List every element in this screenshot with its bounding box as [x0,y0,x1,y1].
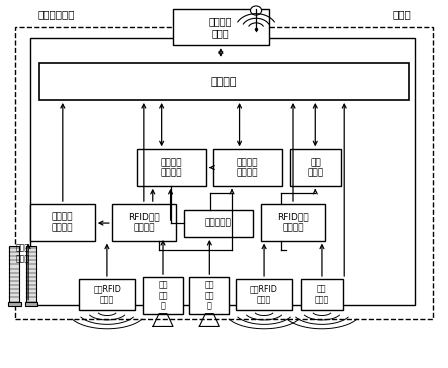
Bar [189,277,229,314]
Text: 通信网络: 通信网络 [211,77,237,87]
Bar [173,9,268,45]
Text: 清洗RFID
读写器: 清洗RFID 读写器 [250,285,278,304]
Bar [137,149,206,186]
Bar [213,149,282,186]
Text: 清洗
摄象
机: 清洗 摄象 机 [205,280,214,310]
Text: 视频
服务器: 视频 服务器 [307,158,323,177]
Ellipse shape [250,6,262,15]
Text: 装载高度
测量传输: 装载高度 测量传输 [52,213,73,232]
Bar [25,302,37,306]
Bar [15,27,433,319]
Bar [143,277,183,314]
Bar [79,279,135,310]
Text: RFID信息
读取传输: RFID信息 读取传输 [128,213,160,232]
Text: 工地甲: 工地甲 [392,9,411,19]
Bar [30,38,415,305]
Bar [8,302,21,306]
Text: RFID信息
读取传输: RFID信息 读取传输 [277,213,309,232]
Bar [290,149,341,186]
Text: 大门RFID
读写器: 大门RFID 读写器 [93,285,121,304]
Text: 噪声
传感器: 噪声 传感器 [314,285,329,304]
Text: 大门
摄象
机: 大门 摄象 机 [158,280,168,310]
Text: 无线接入
路由器: 无线接入 路由器 [209,16,233,38]
Bar [112,204,177,241]
Bar [39,63,409,100]
Text: 大量程
光栅尺: 大量程 光栅尺 [16,244,30,263]
Bar [9,246,19,303]
Bar [184,209,253,237]
Bar [260,204,325,241]
Bar [301,279,343,310]
Text: 视频抓取
编码打包: 视频抓取 编码打包 [161,158,182,177]
Bar [26,246,36,303]
Text: 智能监控装置: 智能监控装置 [37,9,74,19]
Text: 传感数据
信息融合: 传感数据 信息融合 [237,158,258,177]
Bar [236,279,292,310]
Text: 视频分配器: 视频分配器 [205,219,232,228]
Bar [30,204,95,241]
